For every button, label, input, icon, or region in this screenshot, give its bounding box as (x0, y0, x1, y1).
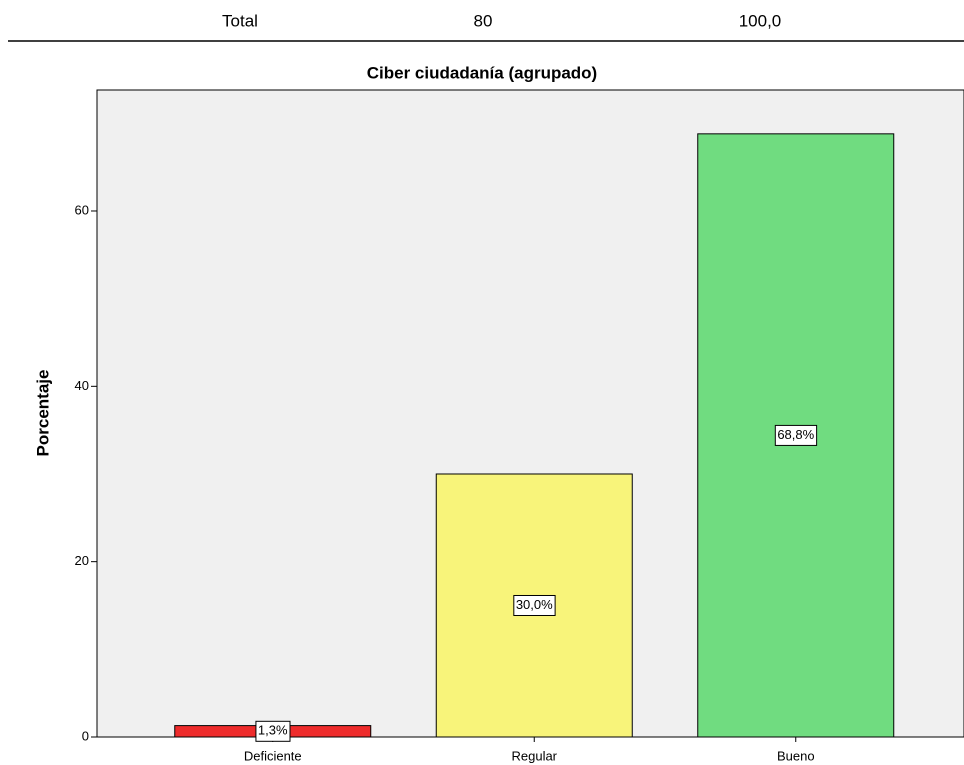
table-cell: 100,0 (739, 11, 782, 30)
y-axis-label: Porcentaje (33, 370, 52, 457)
y-tick-label: 60 (75, 202, 89, 217)
y-tick-label: 20 (75, 553, 89, 568)
x-tick-label: Bueno (777, 748, 815, 763)
value-label: 68,8% (777, 427, 814, 442)
x-tick-label: Regular (511, 748, 557, 763)
chart-title: Ciber ciudadanía (agrupado) (367, 63, 597, 82)
y-tick-label: 40 (75, 378, 89, 393)
table-cell: Total (222, 11, 258, 30)
value-label: 1,3% (258, 723, 288, 738)
value-label-box (774, 424, 818, 446)
value-label-box (255, 720, 291, 742)
table-cell: 80 (474, 11, 493, 30)
value-label-box (513, 594, 556, 616)
y-tick-label: 0 (82, 728, 89, 743)
x-tick-label: Deficiente (244, 748, 302, 763)
value-label: 30,0% (516, 597, 553, 612)
